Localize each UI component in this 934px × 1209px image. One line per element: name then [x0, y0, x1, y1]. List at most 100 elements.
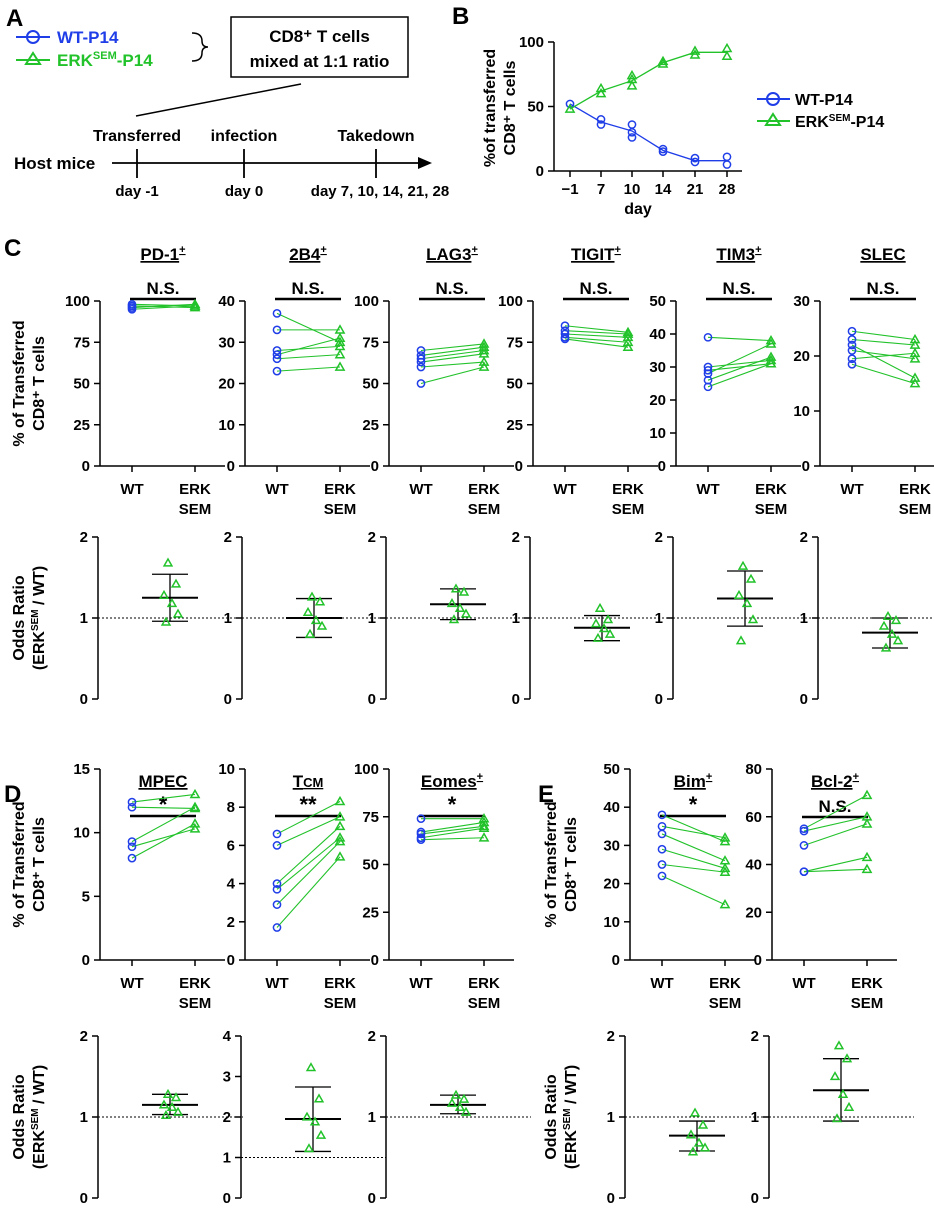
- significance-label: N.S.: [146, 279, 179, 298]
- chart-title: MPEC: [138, 772, 187, 791]
- erk-legend-marker: [24, 51, 42, 65]
- y-tick-label: 0: [371, 458, 379, 475]
- odds-point: [697, 1119, 709, 1129]
- significance-label: N.S.: [722, 279, 755, 298]
- significance-label: *: [689, 792, 698, 817]
- title-part: Bcl-2: [811, 772, 853, 791]
- erk-point: [478, 344, 490, 355]
- wt-point: [416, 354, 426, 364]
- title-part: LAG3: [426, 245, 471, 264]
- label-part: (ERK: [31, 1130, 48, 1170]
- wt-point: [127, 842, 137, 852]
- panel-letter-b: B: [452, 3, 469, 30]
- pair-line: [420, 361, 485, 368]
- data-point: [658, 144, 668, 154]
- odds-point: [301, 1111, 313, 1121]
- pair-line: [276, 337, 341, 356]
- wt-point: [657, 810, 667, 820]
- legend-b-erk: ERKSEM-P14: [795, 113, 884, 131]
- y-tick-label: 0: [536, 163, 544, 180]
- wt-point: [272, 366, 282, 376]
- y-tick-label: 2: [227, 914, 235, 931]
- wt-point: [127, 304, 137, 314]
- y-tick-label: 1: [80, 610, 88, 627]
- label-sup: SEM: [562, 1108, 573, 1130]
- odds-point: [604, 628, 616, 638]
- odds-point: [315, 1129, 327, 1139]
- title-part: Bim: [674, 772, 706, 791]
- odds-point: [590, 618, 602, 628]
- y-tick-label: 50: [603, 761, 620, 778]
- pair-line: [564, 330, 629, 335]
- odds-point: [450, 1089, 462, 1099]
- y-tick-label: 40: [603, 799, 620, 816]
- pair-line: [851, 363, 916, 385]
- y-tick-label: 0: [800, 691, 808, 708]
- odds-point: [166, 1101, 178, 1111]
- title-sup: +: [477, 771, 483, 783]
- wt-point: [847, 359, 857, 369]
- x-tick-label-erk: ERK: [755, 481, 787, 498]
- chart-e-or-bim: 0 1 2 Odds Ratio (ERKSEM / WT): [543, 1028, 770, 1207]
- pair-line: [131, 793, 196, 803]
- pair-line: [276, 366, 341, 372]
- title-part: MPEC: [138, 772, 187, 791]
- y-axis-label-line: %of transferred: [482, 49, 499, 167]
- wt-point: [799, 841, 809, 850]
- label-part: / WT): [31, 1065, 48, 1109]
- y-tick-label: 50: [506, 376, 523, 393]
- pair-line: [276, 856, 341, 928]
- event-top-3: Takedown: [337, 128, 414, 145]
- erk-point: [334, 835, 346, 846]
- pair-line: [131, 303, 196, 309]
- y-axis-label: Odds Ratio (ERKSEM / WT): [11, 566, 48, 670]
- y-tick-label: 2: [655, 529, 663, 546]
- erk-point: [719, 832, 731, 842]
- label-sup: SEM: [30, 609, 41, 631]
- odds-point: [160, 1109, 172, 1120]
- pair-line: [420, 349, 485, 360]
- odds-point: [699, 1142, 711, 1152]
- y-axis-label: % of Transferred CD8⁺ T cells: [11, 801, 48, 927]
- chart-c-slec: 0 10 20 30 WT ERK SEM SLEC N.S.: [793, 245, 934, 518]
- data-point: [626, 69, 638, 80]
- y-tick-label: 20: [793, 348, 810, 365]
- y-tick-label: 100: [519, 34, 544, 51]
- event-top-2: infection: [211, 128, 278, 145]
- chart-c-tigit: 0 25 50 75 100 WT ERK SEM TIGIT+ N.S.: [498, 244, 658, 518]
- pair-line: [276, 841, 341, 905]
- data-point: [595, 87, 607, 98]
- odds-point: [170, 578, 182, 588]
- y-axis-label-line: Odds Ratio: [11, 1074, 28, 1160]
- data-point: [722, 152, 732, 162]
- y-tick-label: 75: [362, 334, 379, 351]
- y-tick-label: 5: [82, 888, 90, 905]
- y-tick-label: 2: [224, 529, 232, 546]
- y-tick-label: 1: [655, 610, 663, 627]
- y-tick-label: 2: [80, 1028, 88, 1045]
- y-axis-label-line: % of Transferred: [543, 801, 560, 927]
- odds-point: [458, 1093, 470, 1103]
- odds-point: [687, 1146, 699, 1156]
- x-tick-label-erk: ERK: [468, 975, 500, 992]
- series-line: [569, 51, 727, 110]
- x-tick-label-erk: SEM: [851, 995, 884, 1012]
- erk-point: [909, 347, 921, 358]
- pair-line: [564, 325, 629, 333]
- data-point: [689, 45, 701, 55]
- y-tick-label: 2: [368, 529, 376, 546]
- x-tick-label-wt: WT: [553, 481, 576, 498]
- pair-line: [276, 312, 341, 343]
- y-tick-label: 20: [745, 904, 762, 921]
- y-tick-label: 30: [603, 837, 620, 854]
- wt-point: [127, 853, 137, 863]
- y-tick-label: 50: [649, 293, 666, 310]
- wt-point: [272, 841, 282, 850]
- x-tick-label: 28: [719, 181, 736, 198]
- y-tick-label: 4: [223, 1028, 232, 1045]
- x-axis-label: day: [624, 201, 652, 218]
- significance-label: N.S.: [291, 279, 324, 298]
- x-tick-label-wt: WT: [265, 481, 288, 498]
